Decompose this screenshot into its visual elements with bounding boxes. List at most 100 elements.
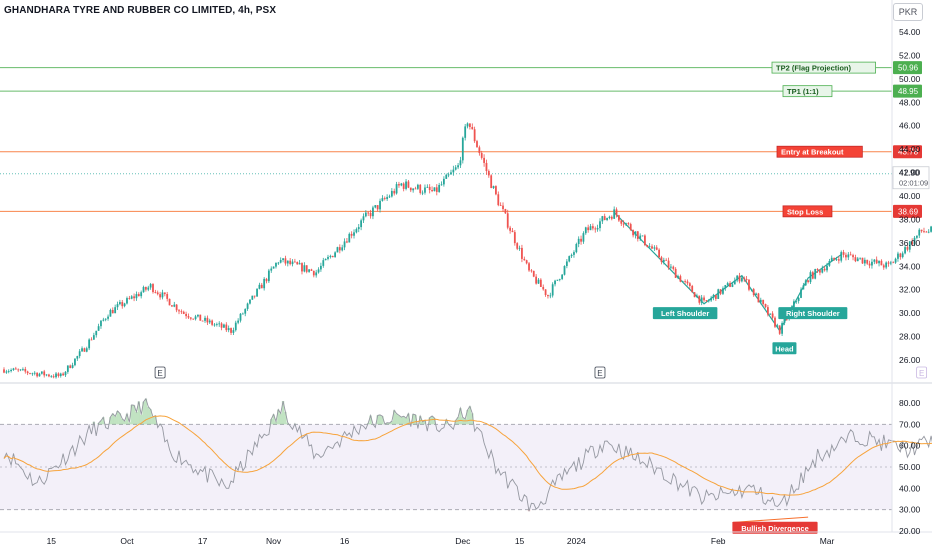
candle (750, 288, 753, 292)
candle-body (889, 262, 892, 264)
candle-body (185, 313, 188, 317)
candle-body (362, 216, 365, 221)
candle-body (622, 223, 625, 225)
candle-body (778, 325, 781, 334)
candle (29, 372, 31, 375)
candle (426, 184, 429, 188)
candle-body (707, 300, 710, 302)
candle-body (227, 328, 230, 331)
candle-body (450, 172, 452, 175)
candle (137, 292, 140, 297)
candle (490, 174, 493, 189)
candle (731, 282, 734, 288)
candle-body (284, 258, 287, 264)
candle (506, 209, 509, 230)
candle-body (260, 284, 263, 289)
candle-body (7, 371, 10, 372)
candle (251, 295, 254, 300)
candle (591, 223, 594, 231)
candle (381, 195, 384, 202)
candle-body (762, 299, 765, 304)
candle (655, 245, 658, 251)
candle (889, 260, 892, 266)
candle (296, 261, 299, 265)
candle (407, 179, 410, 189)
earnings-marker[interactable] (916, 366, 928, 379)
candle (568, 255, 571, 263)
candle (5, 369, 8, 374)
candle (409, 187, 412, 193)
candle (263, 277, 266, 291)
candle (14, 366, 17, 370)
candle-body (776, 325, 779, 327)
candle (376, 205, 379, 212)
candle-body (230, 328, 232, 333)
candle-body (329, 255, 332, 257)
candle-body (722, 288, 724, 294)
candle (31, 372, 34, 376)
candle-body (50, 376, 53, 378)
rsi-tick-label: 80.00 (899, 398, 921, 408)
candle-body (102, 319, 105, 321)
candle (684, 279, 687, 284)
candle (570, 253, 573, 259)
candle (563, 265, 566, 276)
candle (175, 304, 178, 313)
currency-button[interactable]: PKR (893, 3, 923, 21)
candle-body (253, 295, 256, 297)
candle (121, 299, 124, 309)
candle (24, 366, 27, 374)
candle-body (12, 368, 15, 370)
candle-body (485, 162, 488, 172)
candle (293, 258, 296, 263)
candle (81, 346, 83, 352)
candle-body (416, 184, 419, 189)
candle (823, 266, 826, 272)
rsi-tick-label: 30.00 (899, 505, 921, 515)
candle-body (591, 226, 594, 229)
candle (575, 242, 578, 254)
candle (168, 298, 171, 306)
candle (714, 294, 717, 301)
candle-body (71, 365, 74, 368)
candle (674, 267, 677, 278)
candle-body (771, 313, 774, 318)
level-label: Entry at Breakout (781, 148, 844, 157)
candle-body (364, 212, 367, 217)
candle-body (402, 183, 405, 189)
candle-body (809, 272, 812, 283)
earnings-marker[interactable] (154, 366, 166, 379)
candle-body (849, 254, 852, 256)
candle-body (582, 233, 585, 242)
candle (147, 285, 150, 292)
candle (308, 268, 310, 273)
candle (66, 365, 69, 374)
earnings-marker[interactable] (594, 366, 606, 379)
candle (246, 302, 249, 311)
candle (40, 371, 43, 375)
candle-body (821, 268, 824, 273)
candle-body (823, 268, 826, 271)
candle (719, 289, 722, 296)
candle (204, 315, 206, 323)
candle-body (59, 373, 62, 377)
candle (781, 321, 783, 336)
candle (341, 244, 344, 252)
candle (355, 227, 358, 234)
candle (608, 215, 611, 220)
candle (159, 291, 161, 300)
candle (821, 265, 824, 274)
level-price-badge (893, 84, 922, 98)
candle-body (480, 153, 483, 158)
candle (644, 234, 646, 247)
rsi-tick-label: 50.00 (899, 462, 921, 472)
candle-body (717, 289, 720, 299)
candle (194, 314, 197, 321)
candle-body (599, 221, 601, 229)
candle-body (750, 289, 753, 290)
candle-body (353, 232, 355, 236)
candle-body (710, 297, 713, 301)
candle (402, 182, 405, 192)
candle (440, 181, 443, 186)
